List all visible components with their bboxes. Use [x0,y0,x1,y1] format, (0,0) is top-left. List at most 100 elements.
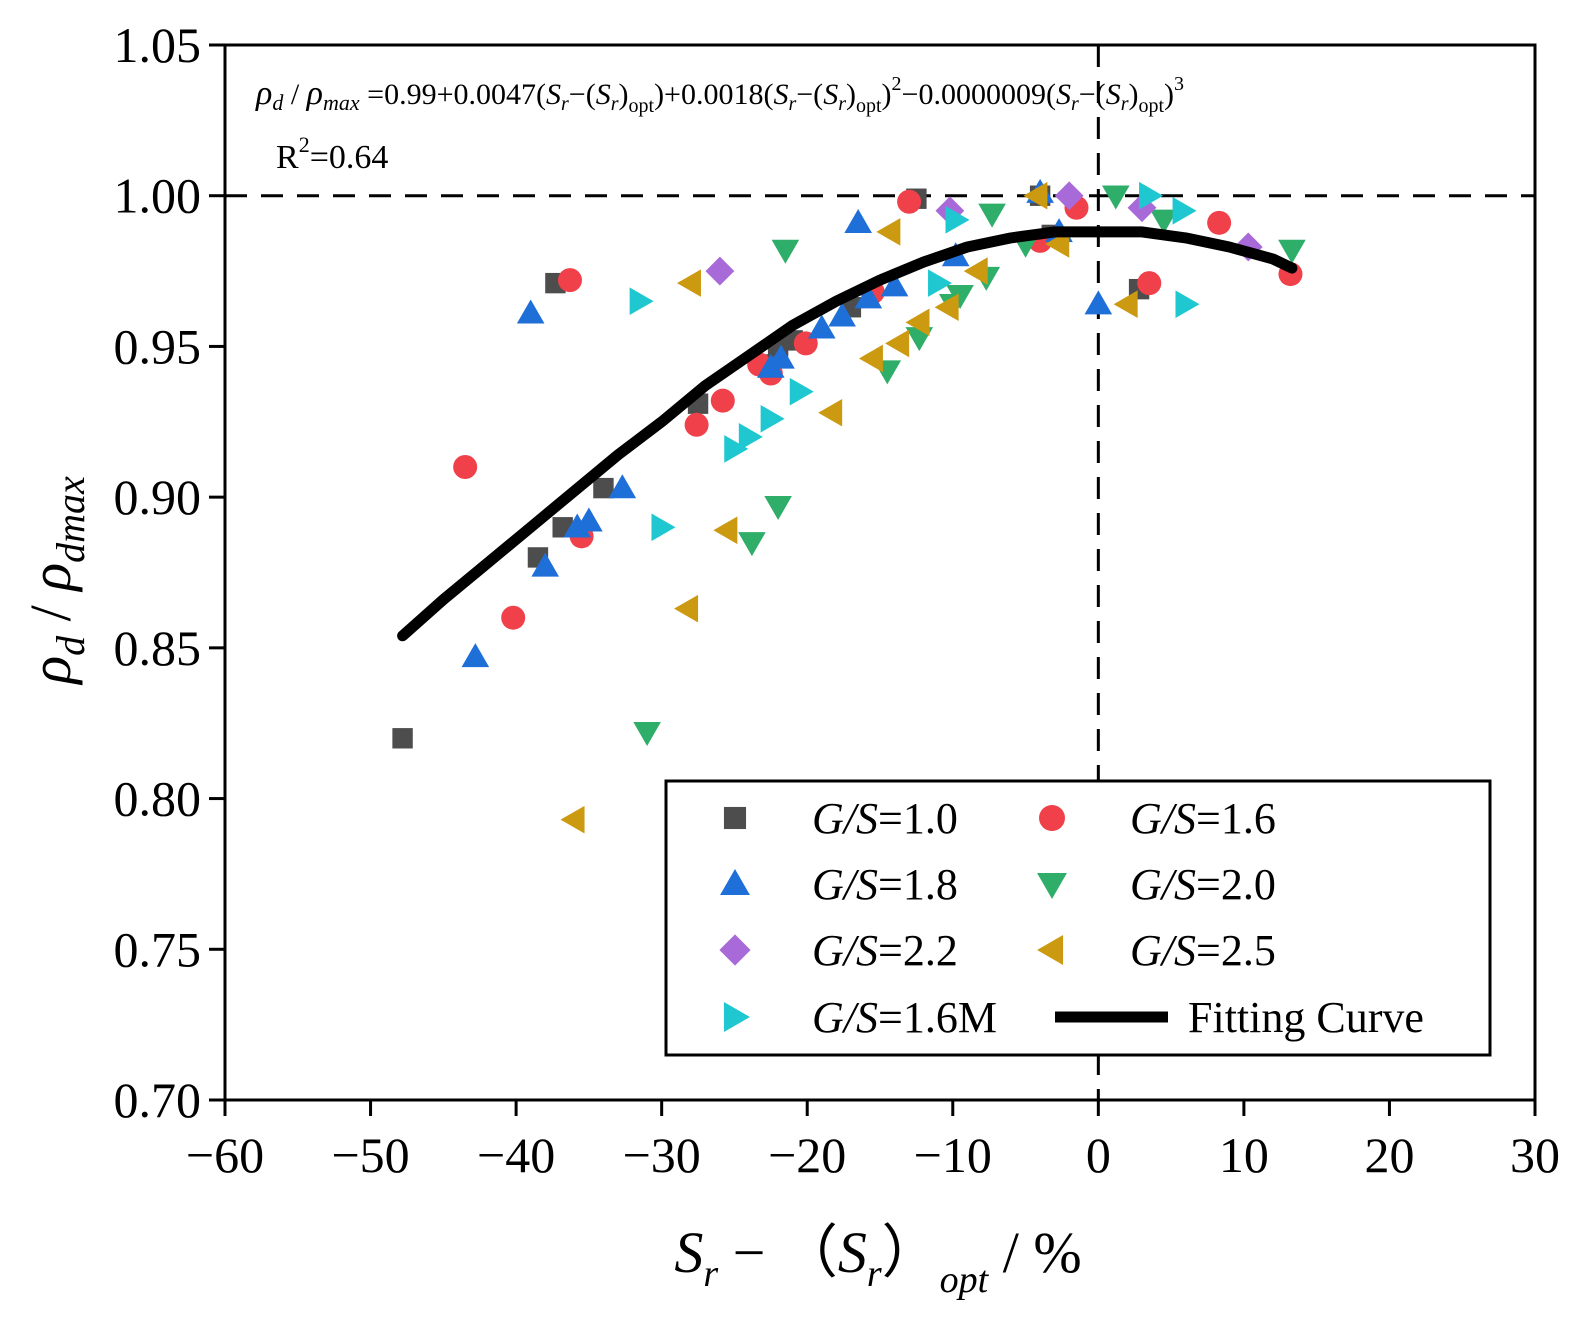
axis-ticks [209,43,1537,1116]
data-point [1113,290,1138,319]
data-point [516,299,545,324]
data-point [854,284,883,309]
data-point [905,308,930,337]
legend-marker [1037,935,1064,965]
data-point [1102,185,1130,210]
legend-label: G/S=1.0 [812,794,958,843]
legend-label: G/S=1.8 [812,860,958,909]
data-point [1084,290,1113,315]
y-tick-label: 0.75 [114,921,202,977]
legend-label: Fitting Curve [1188,993,1424,1042]
data-point [946,284,974,309]
fit-equation: ρd / ρmax =0.99+0.0047(Sr−(Sr)opt)+0.001… [255,73,1184,117]
data-point [633,722,661,747]
x-tick-label: −60 [186,1127,264,1183]
data-point [828,302,856,327]
data-point [1150,209,1178,234]
x-tick-label: 0 [1086,1127,1111,1183]
data-point [876,218,901,246]
data-point [1023,181,1048,210]
x-tick-label: 20 [1364,1127,1414,1183]
legend-marker [1037,872,1067,899]
data-point [807,314,836,339]
data-point [771,239,800,264]
legend-marker [723,806,747,830]
data-point [764,495,792,520]
y-tick-label: 0.85 [114,620,202,676]
data-point [738,532,766,557]
legend-marker [720,869,750,896]
data-point [684,412,709,437]
legend-label: G/S=1.6 [1130,794,1276,843]
data-point [674,594,699,623]
data-point [1278,239,1306,264]
legend-label: G/S=1.6M [812,993,997,1042]
x-axis-title: Sr − （Sr）opt / % [674,1220,1081,1301]
data-point [928,269,953,297]
data-point [1137,271,1162,296]
data-point [1172,196,1197,225]
data-point [710,388,735,413]
data-point [945,206,970,234]
data-point [858,344,883,373]
x-tick-label: −10 [914,1127,992,1183]
data-point [760,404,785,433]
r-squared-label: R2=0.64 [276,132,388,176]
x-tick-label: −40 [477,1127,555,1183]
data-point [934,293,959,322]
legend-label: G/S=2.0 [1130,860,1276,909]
y-axis-title: ρd / ρdmax [18,476,93,686]
data-point [713,516,738,545]
data-point [557,268,582,293]
y-tick-label: 0.90 [114,469,202,525]
data-point [789,377,814,406]
data-point [531,552,560,577]
legend-marker [723,1002,750,1032]
legend-label: G/S=2.2 [812,926,958,975]
fitting-curve-line [397,226,1298,642]
data-point [1054,181,1084,211]
legend-label: G/S=2.5 [1130,926,1276,975]
data-point [978,203,1006,228]
y-tick-label: 0.95 [114,318,202,374]
data-point [724,435,749,463]
y-tick-label: 1.05 [114,17,202,73]
data-point [563,513,592,538]
data-point [560,805,585,834]
x-tick-label: −20 [768,1127,846,1183]
data-point [575,507,603,532]
x-tick-label: 10 [1219,1127,1269,1183]
data-point [501,605,526,630]
data-point [593,477,614,499]
data-point [676,269,701,297]
data-point [963,257,988,285]
data-point [453,455,478,479]
data-point [629,287,654,316]
data-point [767,344,795,369]
y-tick-label: 0.70 [114,1072,202,1128]
legend-marker [1039,805,1065,831]
y-tick-label: 1.00 [114,168,202,224]
data-point [608,474,637,499]
data-point [880,272,909,297]
data-point [651,513,676,542]
data-point [392,728,413,749]
data-point [461,643,490,668]
legend-marker [719,934,751,966]
x-tick-labels: −60 −50 −40 −30 −20 −10 0 10 20 30 [186,1127,1560,1183]
legend: G/S=1.0 G/S=1.6 G/S=1.8 G/S=2.0 G/S=2.2 G/S=2… [664,779,1492,1057]
legend-box [664,779,1492,1057]
data-point [897,189,922,214]
y-tick-labels: 0.70 0.75 0.80 0.85 0.90 0.95 1.00 1.05 [114,17,202,1128]
data-point [1175,290,1200,319]
x-tick-label: −50 [331,1127,409,1183]
data-point [844,209,872,234]
data-point [1207,210,1232,235]
data-point [705,256,735,286]
x-tick-label: 30 [1510,1127,1560,1183]
y-tick-label: 0.80 [114,771,202,827]
data-point [818,398,843,427]
data-point [1139,181,1164,210]
data-point [738,423,763,451]
